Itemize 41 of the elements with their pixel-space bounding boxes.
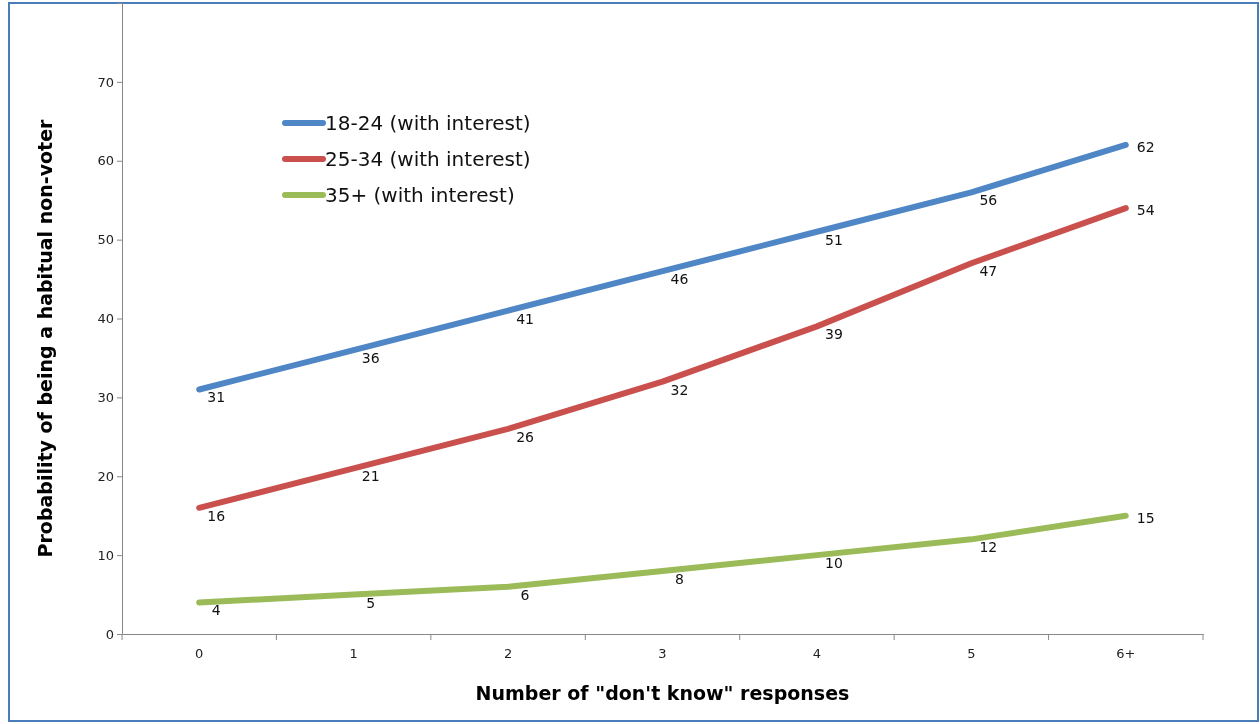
data-label: 16 [207, 507, 226, 524]
y-axis-title: Probability of being a habitual non-voter [34, 118, 56, 558]
data-label: 6 [520, 586, 530, 603]
y-tick-label: 20 [97, 468, 114, 484]
data-label: 51 [825, 231, 843, 248]
x-tick-label: 4 [812, 645, 822, 661]
y-tick-label: 10 [97, 547, 114, 563]
x-tick-label: 5 [967, 645, 976, 661]
legend-label: 18-24 (with interest) [325, 111, 531, 135]
y-tick-label: 60 [97, 153, 114, 169]
data-label: 36 [361, 350, 380, 367]
data-label: 31 [207, 389, 226, 406]
x-tick-label: 1 [349, 645, 358, 661]
x-tick-label: 0 [195, 645, 204, 661]
data-label: 5 [366, 594, 376, 611]
y-tick-label: 0 [105, 626, 114, 642]
data-label: 47 [979, 263, 998, 280]
x-tick-label: 2 [503, 645, 513, 661]
legend-label: 35+ (with interest) [325, 183, 515, 207]
data-label: 15 [1136, 509, 1155, 526]
data-label: 41 [516, 310, 534, 327]
data-label: 4 [211, 602, 221, 619]
data-label: 21 [361, 468, 380, 485]
data-label: 26 [516, 428, 535, 445]
data-label: 10 [825, 555, 843, 572]
data-label: 12 [979, 539, 998, 556]
y-tick-label: 50 [97, 232, 114, 248]
x-tick-label: 6+ [1116, 645, 1136, 661]
data-label: 46 [670, 271, 689, 288]
data-label: 32 [670, 381, 689, 398]
data-label: 39 [825, 326, 843, 343]
y-tick-label: 30 [97, 390, 114, 406]
data-label: 8 [675, 570, 684, 587]
x-axis-title: Number of "don't know" responses [475, 682, 850, 704]
legend-label: 25-34 (with interest) [325, 147, 531, 171]
data-label: 62 [1136, 138, 1155, 155]
y-tick-label: 40 [97, 311, 114, 327]
data-label: 54 [1136, 202, 1155, 219]
x-tick-label: 3 [658, 645, 667, 661]
y-tick-label: 70 [97, 74, 114, 90]
data-label: 56 [979, 192, 998, 209]
